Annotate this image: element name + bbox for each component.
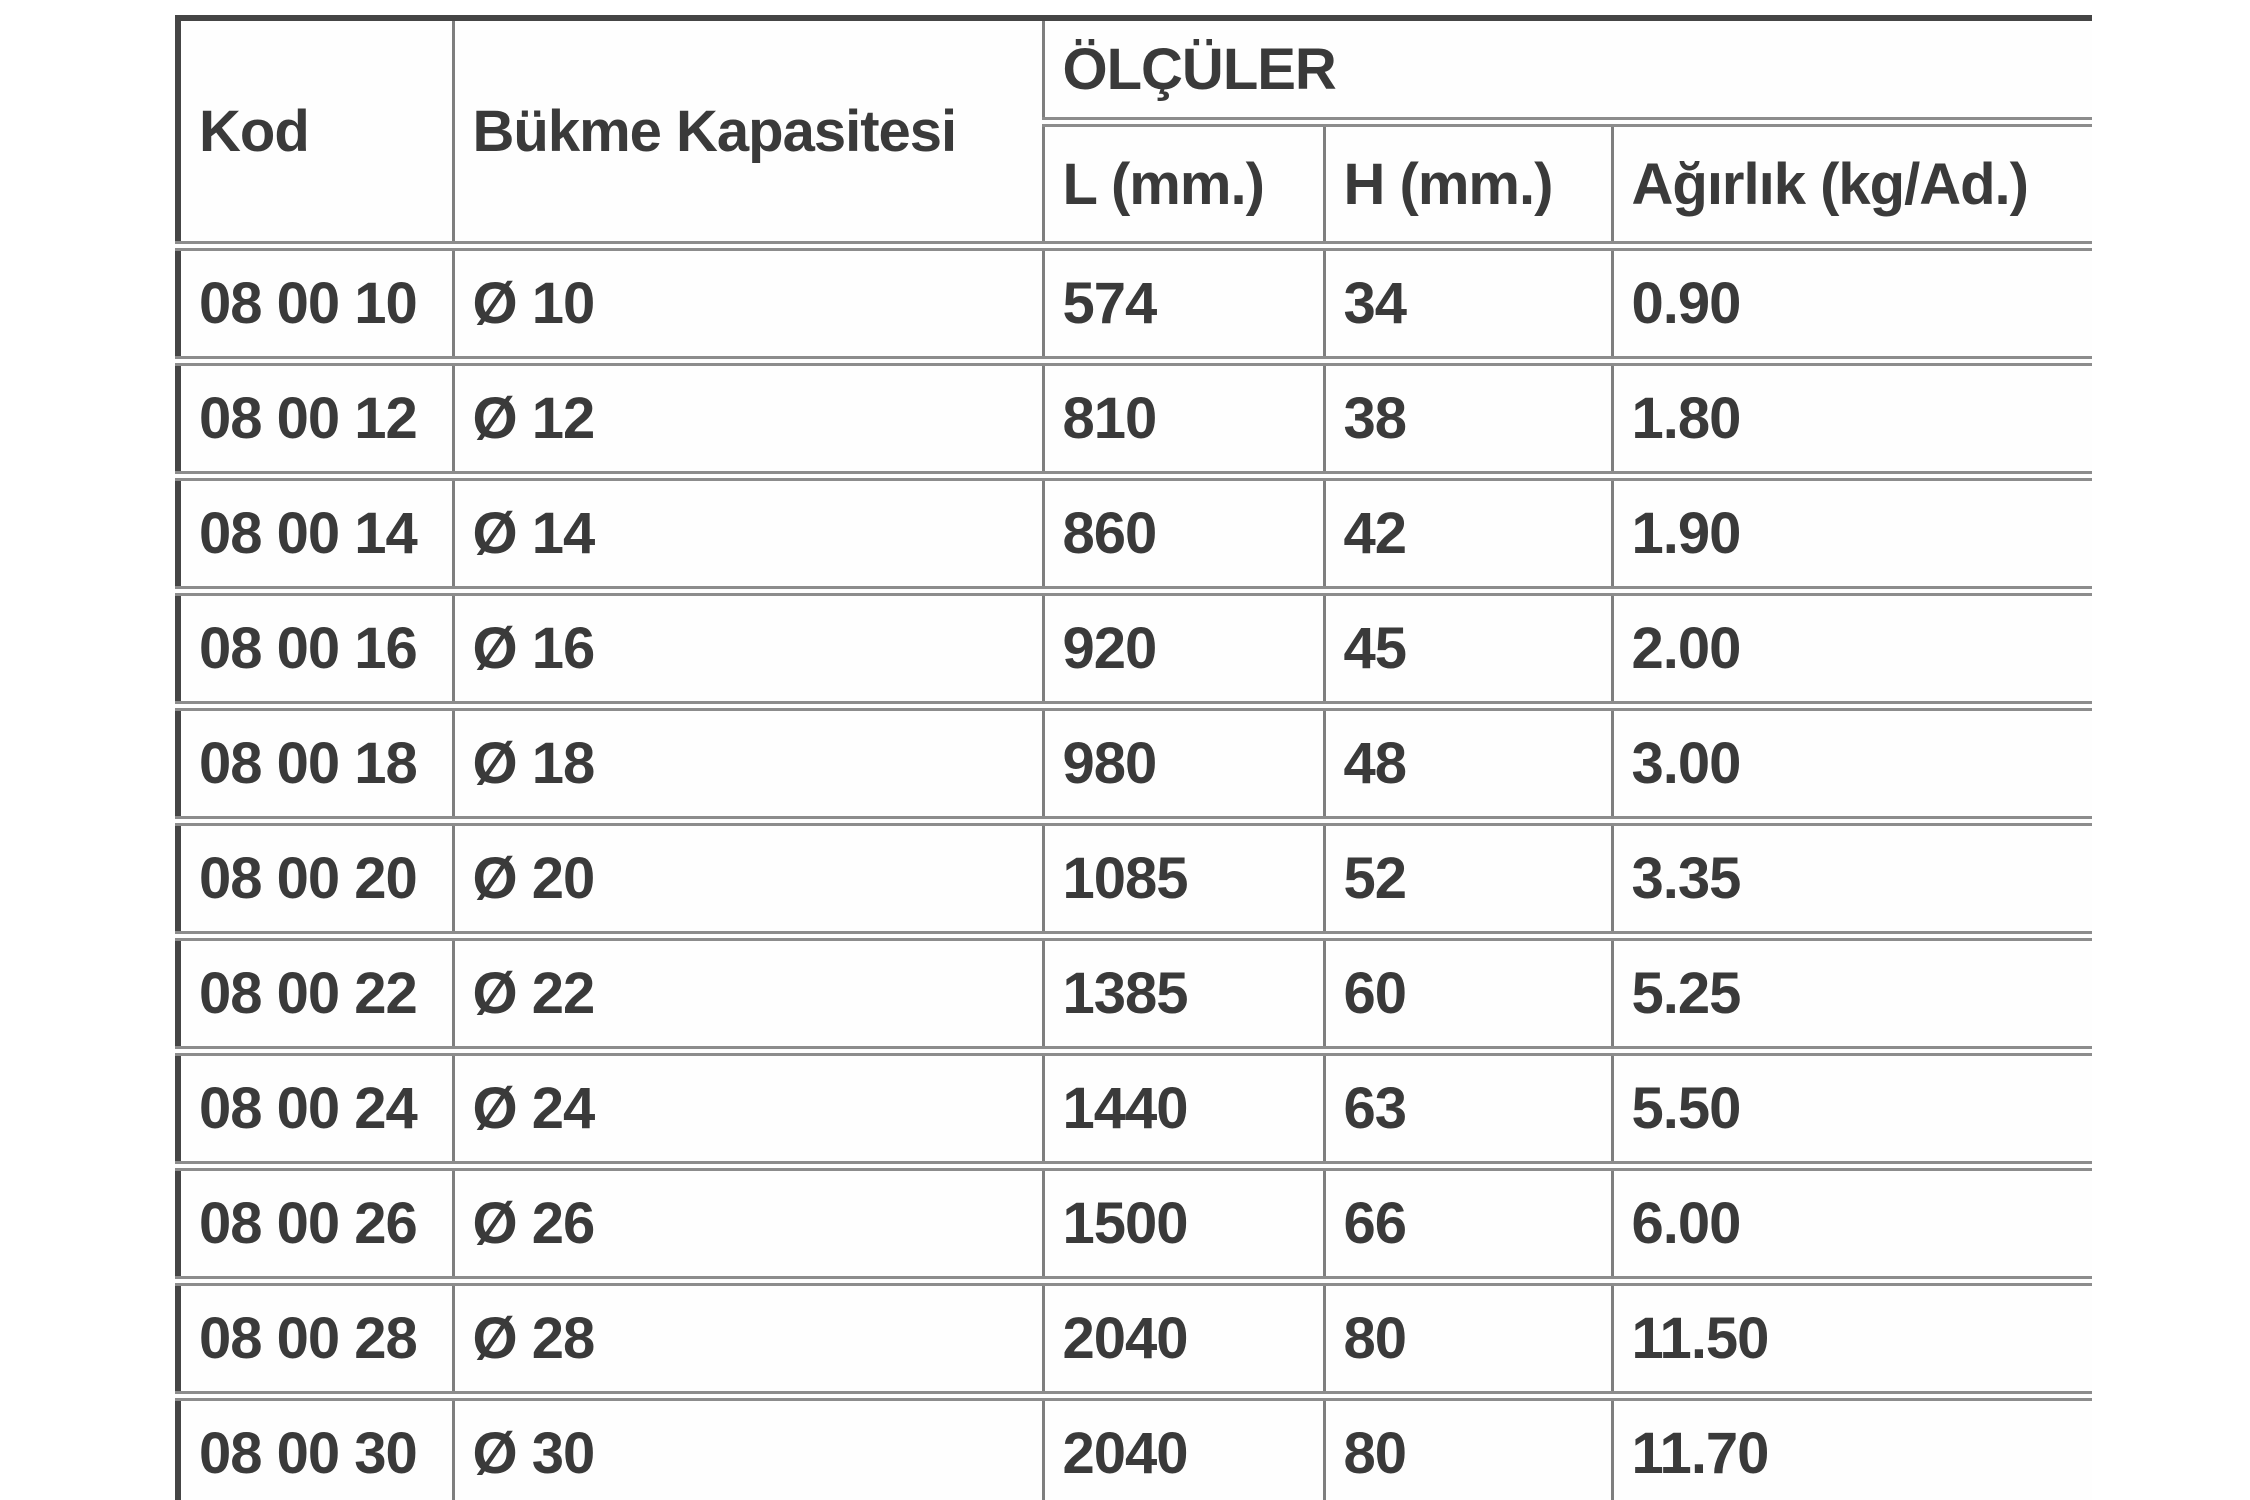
agirlik-cell: 2.00 — [1610, 586, 2092, 706]
agirlik-cell: 11.50 — [1610, 1276, 2092, 1396]
kapasite-cell: Ø 28 — [451, 1276, 1043, 1396]
kod-cell: 08 00 12 — [178, 356, 453, 476]
header-kod: Kod — [199, 98, 310, 164]
agirlik-cell: 5.25 — [1610, 931, 2092, 1051]
header-l-mm: L (mm.) — [1041, 117, 1324, 246]
h-cell: 52 — [1322, 816, 1612, 936]
kapasite-cell: Ø 16 — [451, 586, 1043, 706]
l-cell: 2040 — [1041, 1391, 1324, 1500]
table-body: 08 00 10 Ø 10 574 34 0.90 08 00 12 Ø 12 … — [178, 241, 2092, 1500]
l-cell: 574 — [1041, 241, 1324, 361]
table-row: 08 00 14 Ø 14 860 42 1.90 — [178, 471, 2092, 591]
agirlik-cell: 11.70 — [1610, 1391, 2092, 1500]
table-row: 08 00 26 Ø 26 1500 66 6.00 — [178, 1161, 2092, 1281]
kod-cell: 08 00 28 — [178, 1276, 453, 1396]
l-cell: 1385 — [1041, 931, 1324, 1051]
h-cell: 48 — [1322, 701, 1612, 821]
table-row: 08 00 24 Ø 24 1440 63 5.50 — [178, 1046, 2092, 1166]
h-cell: 34 — [1322, 241, 1612, 361]
table-row: 08 00 12 Ø 12 810 38 1.80 — [178, 356, 2092, 476]
l-cell: 980 — [1041, 701, 1324, 821]
table-row: 08 00 22 Ø 22 1385 60 5.25 — [178, 931, 2092, 1051]
kod-cell: 08 00 30 — [178, 1391, 453, 1500]
header-olculer: ÖLÇÜLER — [1041, 18, 2092, 122]
l-cell: 810 — [1041, 356, 1324, 476]
kod-cell: 08 00 10 — [178, 241, 453, 361]
agirlik-cell: 5.50 — [1610, 1046, 2092, 1166]
table-row: 08 00 30 Ø 30 2040 80 11.70 — [178, 1391, 2092, 1500]
kod-cell: 08 00 14 — [178, 471, 453, 591]
h-cell: 45 — [1322, 586, 1612, 706]
l-cell: 2040 — [1041, 1276, 1324, 1396]
kapasite-cell: Ø 10 — [451, 241, 1043, 361]
agirlik-cell: 3.35 — [1610, 816, 2092, 936]
agirlik-cell: 0.90 — [1610, 241, 2092, 361]
l-cell: 1085 — [1041, 816, 1324, 936]
product-spec-table: Kod Bükme Kapasitesi ÖLÇÜLER L (mm.) H (… — [175, 15, 2092, 1500]
kapasite-cell: Ø 30 — [451, 1391, 1043, 1500]
h-cell: 63 — [1322, 1046, 1612, 1166]
table-row: 08 00 18 Ø 18 980 48 3.00 — [178, 701, 2092, 821]
l-cell: 860 — [1041, 471, 1324, 591]
table-row: 08 00 16 Ø 16 920 45 2.00 — [178, 586, 2092, 706]
kod-cell: 08 00 24 — [178, 1046, 453, 1166]
h-cell: 60 — [1322, 931, 1612, 1051]
kapasite-cell: Ø 12 — [451, 356, 1043, 476]
l-cell: 1440 — [1041, 1046, 1324, 1166]
agirlik-cell: 6.00 — [1610, 1161, 2092, 1281]
table-row: 08 00 20 Ø 20 1085 52 3.35 — [178, 816, 2092, 936]
kod-cell: 08 00 22 — [178, 931, 453, 1051]
l-cell: 920 — [1041, 586, 1324, 706]
agirlik-cell: 1.80 — [1610, 356, 2092, 476]
h-cell: 38 — [1322, 356, 1612, 476]
kapasite-cell: Ø 22 — [451, 931, 1043, 1051]
kod-cell: 08 00 16 — [178, 586, 453, 706]
kapasite-cell: Ø 18 — [451, 701, 1043, 821]
kapasite-cell: Ø 26 — [451, 1161, 1043, 1281]
agirlik-cell: 1.90 — [1610, 471, 2092, 591]
h-cell: 80 — [1322, 1391, 1612, 1500]
h-cell: 42 — [1322, 471, 1612, 591]
header-kapasite: Bükme Kapasitesi — [451, 18, 1043, 246]
header-row-sub: L (mm.) H (mm.) Ağırlık (kg/Ad.) — [178, 117, 2092, 246]
kapasite-cell: Ø 20 — [451, 816, 1043, 936]
h-cell: 80 — [1322, 1276, 1612, 1396]
h-cell: 66 — [1322, 1161, 1612, 1281]
header-h-mm: H (mm.) — [1322, 117, 1612, 246]
kapasite-cell: Ø 14 — [451, 471, 1043, 591]
table-row: 08 00 28 Ø 28 2040 80 11.50 — [178, 1276, 2092, 1396]
agirlik-cell: 3.00 — [1610, 701, 2092, 821]
header-agirlik: Ağırlık (kg/Ad.) — [1610, 117, 2092, 246]
table-header: Kod Bükme Kapasitesi ÖLÇÜLER L (mm.) H (… — [178, 18, 2092, 246]
kod-cell: 08 00 26 — [178, 1161, 453, 1281]
l-cell: 1500 — [1041, 1161, 1324, 1281]
kod-cell: 08 00 18 — [178, 701, 453, 821]
table-row: 08 00 10 Ø 10 574 34 0.90 — [178, 241, 2092, 361]
kapasite-cell: Ø 24 — [451, 1046, 1043, 1166]
header-row-main: Kod Bükme Kapasitesi ÖLÇÜLER — [178, 18, 2092, 246]
kod-cell: 08 00 20 — [178, 816, 453, 936]
